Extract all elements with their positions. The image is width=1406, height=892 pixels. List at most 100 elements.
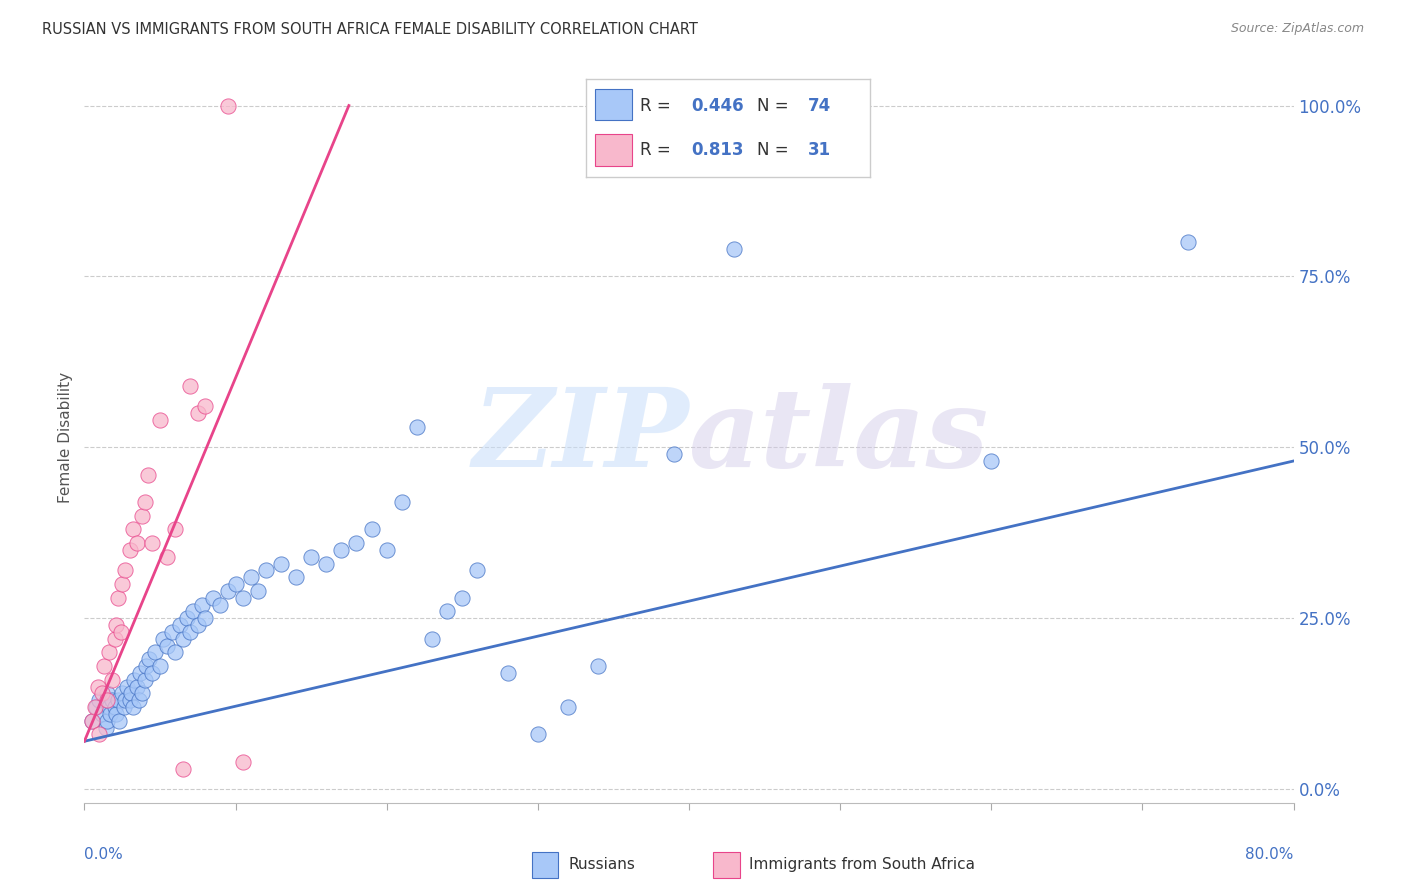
- Point: [375, 542, 398, 557]
- Point: [104, 700, 127, 714]
- Point: [179, 379, 201, 393]
- Point: [588, 659, 610, 673]
- Point: [165, 522, 187, 536]
- Point: [111, 686, 134, 700]
- Point: [723, 242, 745, 256]
- Point: [436, 604, 458, 618]
- Point: [104, 632, 127, 646]
- Point: [114, 563, 136, 577]
- Point: [96, 714, 118, 728]
- Text: atlas: atlas: [689, 384, 990, 491]
- Point: [217, 583, 239, 598]
- Point: [141, 665, 163, 680]
- Y-axis label: Female Disability: Female Disability: [58, 371, 73, 503]
- Point: [169, 618, 191, 632]
- Point: [96, 686, 118, 700]
- Point: [115, 680, 138, 694]
- Point: [194, 611, 217, 625]
- Point: [138, 652, 160, 666]
- Point: [232, 755, 254, 769]
- Point: [129, 665, 152, 680]
- Point: [131, 686, 153, 700]
- Point: [112, 700, 135, 714]
- Point: [84, 700, 107, 714]
- Point: [156, 549, 179, 564]
- Point: [80, 714, 103, 728]
- Point: [330, 542, 353, 557]
- Point: [467, 563, 489, 577]
- Point: [247, 583, 270, 598]
- Point: [451, 591, 474, 605]
- Point: [172, 632, 194, 646]
- Point: [96, 693, 118, 707]
- Point: [285, 570, 308, 584]
- Point: [121, 700, 143, 714]
- Point: [80, 714, 103, 728]
- Point: [100, 693, 122, 707]
- Text: RUSSIAN VS IMMIGRANTS FROM SOUTH AFRICA FEMALE DISABILITY CORRELATION CHART: RUSSIAN VS IMMIGRANTS FROM SOUTH AFRICA …: [42, 22, 697, 37]
- Point: [232, 591, 254, 605]
- Text: Immigrants from South Africa: Immigrants from South Africa: [749, 857, 976, 872]
- Text: Source: ZipAtlas.com: Source: ZipAtlas.com: [1230, 22, 1364, 36]
- Point: [127, 536, 149, 550]
- Point: [98, 706, 121, 721]
- Point: [225, 577, 247, 591]
- Point: [89, 727, 111, 741]
- Bar: [713, 852, 740, 878]
- Point: [172, 762, 194, 776]
- Point: [91, 686, 114, 700]
- Point: [127, 680, 149, 694]
- Point: [134, 673, 156, 687]
- Point: [105, 618, 128, 632]
- Point: [121, 522, 143, 536]
- Point: [194, 400, 217, 414]
- Text: 80.0%: 80.0%: [1246, 847, 1294, 862]
- Point: [420, 632, 443, 646]
- Text: Russians: Russians: [568, 857, 636, 872]
- Point: [181, 604, 204, 618]
- Point: [107, 591, 129, 605]
- Point: [122, 673, 145, 687]
- Point: [391, 495, 413, 509]
- Point: [187, 406, 209, 420]
- Point: [201, 591, 224, 605]
- Point: [136, 467, 159, 482]
- Point: [156, 639, 179, 653]
- Point: [346, 536, 368, 550]
- Text: ZIP: ZIP: [472, 384, 689, 491]
- Point: [496, 665, 519, 680]
- Point: [980, 454, 1002, 468]
- Point: [87, 680, 110, 694]
- Point: [1177, 235, 1199, 250]
- Point: [108, 714, 131, 728]
- Point: [187, 618, 209, 632]
- Point: [360, 522, 382, 536]
- Point: [134, 495, 156, 509]
- Point: [118, 693, 141, 707]
- Point: [527, 727, 550, 741]
- Point: [110, 624, 132, 639]
- Point: [191, 598, 214, 612]
- Point: [239, 570, 262, 584]
- Point: [111, 577, 134, 591]
- Point: [315, 557, 337, 571]
- Bar: [531, 852, 558, 878]
- Text: 0.0%: 0.0%: [84, 847, 124, 862]
- Point: [100, 673, 122, 687]
- Point: [114, 693, 136, 707]
- Point: [160, 624, 183, 639]
- Point: [217, 98, 239, 112]
- Point: [152, 632, 174, 646]
- Point: [209, 598, 232, 612]
- Point: [557, 700, 579, 714]
- Point: [131, 508, 153, 523]
- Point: [179, 624, 201, 639]
- Point: [91, 706, 114, 721]
- Point: [97, 645, 120, 659]
- Point: [270, 557, 292, 571]
- Point: [93, 659, 115, 673]
- Point: [176, 611, 198, 625]
- Point: [118, 542, 141, 557]
- Point: [299, 549, 322, 564]
- Point: [89, 693, 111, 707]
